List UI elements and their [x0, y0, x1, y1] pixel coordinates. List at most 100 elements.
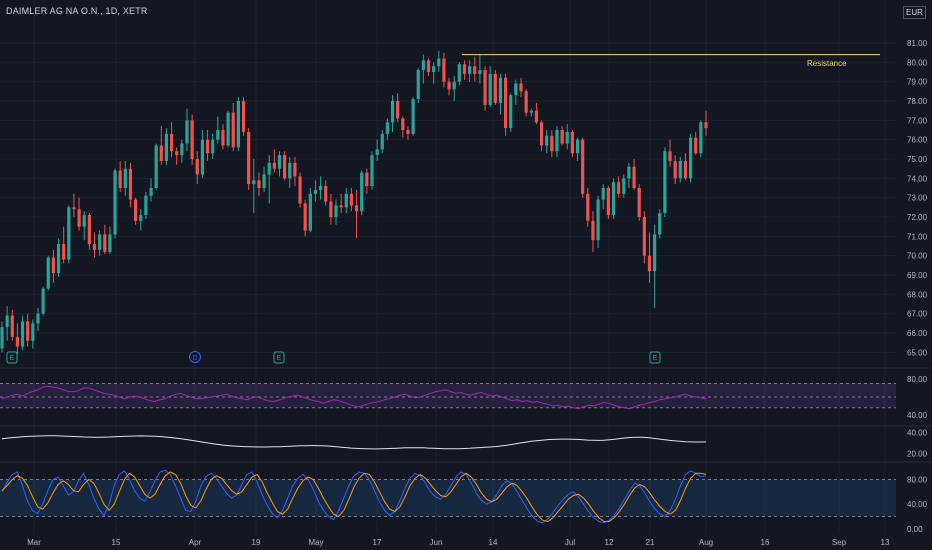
- candle-body: [483, 70, 487, 105]
- price-tick-label: 81.00: [907, 39, 928, 48]
- candle: [596, 195, 600, 248]
- candle-body: [51, 257, 55, 274]
- candle: [195, 151, 199, 185]
- candle: [637, 184, 641, 221]
- candle: [421, 54, 425, 84]
- candle: [611, 178, 616, 219]
- candle: [277, 151, 282, 177]
- indicator-lines: [1, 385, 707, 524]
- event-marker-e: E: [6, 351, 18, 364]
- resistance-label: Resistance: [807, 59, 847, 68]
- candle-body: [267, 162, 271, 175]
- candle-body: [468, 66, 472, 74]
- price-tick-label: 76.00: [907, 136, 928, 145]
- candle-body: [673, 160, 677, 179]
- candle-body: [77, 209, 81, 227]
- candle-body: [694, 137, 698, 154]
- candle: [319, 176, 323, 200]
- candle-body: [390, 101, 395, 123]
- candle: [216, 116, 220, 144]
- symbol-title[interactable]: DAIMLER AG NA O.N., 1D, XETR: [6, 6, 148, 16]
- candle-body: [283, 155, 287, 179]
- candle-body: [180, 143, 184, 156]
- candle-body: [36, 313, 40, 324]
- candle: [354, 189, 359, 239]
- candle-body: [20, 321, 25, 347]
- time-axis: Mar 15 Apr 19 May 17 Jun 14 Jul 12 21 Aug 16 Sep 13: [27, 538, 890, 547]
- candle-body: [524, 91, 528, 113]
- rsi-band-fill: [0, 383, 896, 409]
- event-marker-d: D: [189, 351, 201, 363]
- candle: [632, 159, 636, 190]
- grid: [0, 0, 932, 534]
- candle: [396, 93, 400, 123]
- candle-body: [200, 139, 205, 175]
- candle: [82, 211, 86, 241]
- candle: [72, 193, 76, 217]
- candle: [493, 70, 497, 105]
- candle: [205, 130, 210, 161]
- candle: [560, 126, 564, 146]
- candle-body: [539, 122, 544, 146]
- candle: [334, 199, 338, 225]
- price-tick-label: 72.00: [907, 213, 928, 222]
- candle-body: [26, 321, 30, 341]
- candle: [688, 133, 693, 183]
- candle-body: [118, 170, 122, 188]
- candle-body: [514, 83, 518, 96]
- candle-body: [144, 195, 148, 216]
- candle-body: [370, 155, 374, 187]
- price-tick-label: 65.00: [907, 348, 928, 357]
- candle: [313, 180, 318, 202]
- candle-body: [62, 244, 66, 260]
- candle: [411, 97, 415, 136]
- candle-body: [149, 188, 153, 196]
- candle-body: [67, 207, 71, 260]
- price-tick-label: 78.00: [907, 97, 928, 106]
- candle: [365, 168, 369, 194]
- x-tick-label: Aug: [699, 538, 713, 547]
- candle: [647, 232, 652, 283]
- candle-body: [5, 315, 9, 328]
- candle: [262, 166, 266, 192]
- earnings-marker: [649, 351, 661, 364]
- candle: [31, 319, 35, 349]
- candle: [462, 60, 467, 80]
- candle-body: [221, 130, 225, 146]
- candle: [67, 205, 71, 264]
- candle: [77, 197, 81, 231]
- candle-body: [113, 170, 117, 235]
- candle: [149, 178, 153, 202]
- candle-body: [319, 186, 323, 190]
- x-tick-label: 21: [646, 538, 655, 547]
- candle-body: [663, 151, 667, 214]
- candle: [488, 66, 492, 107]
- candle-body: [139, 215, 143, 221]
- candle: [390, 95, 395, 132]
- rsi-tick-label: 40.00: [907, 411, 928, 420]
- candle-body: [277, 155, 282, 169]
- candle: [468, 60, 472, 82]
- candle: [586, 188, 590, 227]
- candle-body: [272, 162, 276, 169]
- currency-badge[interactable]: EUR: [903, 6, 926, 19]
- candle-body: [498, 77, 503, 103]
- adx-line: [1, 435, 707, 450]
- candle-body: [329, 201, 333, 217]
- candle: [483, 66, 487, 111]
- candle: [534, 102, 539, 125]
- candle-body: [365, 172, 369, 187]
- candle: [457, 62, 461, 86]
- candle: [617, 176, 621, 198]
- candle-body: [72, 207, 76, 210]
- candle-body: [185, 120, 189, 144]
- candle: [113, 168, 117, 239]
- candle-body: [432, 66, 436, 72]
- candle: [370, 151, 374, 190]
- candle-body: [313, 189, 318, 194]
- candle: [658, 209, 662, 239]
- candle-body: [360, 172, 364, 212]
- x-tick-label: Mar: [27, 538, 41, 547]
- candle: [555, 126, 559, 158]
